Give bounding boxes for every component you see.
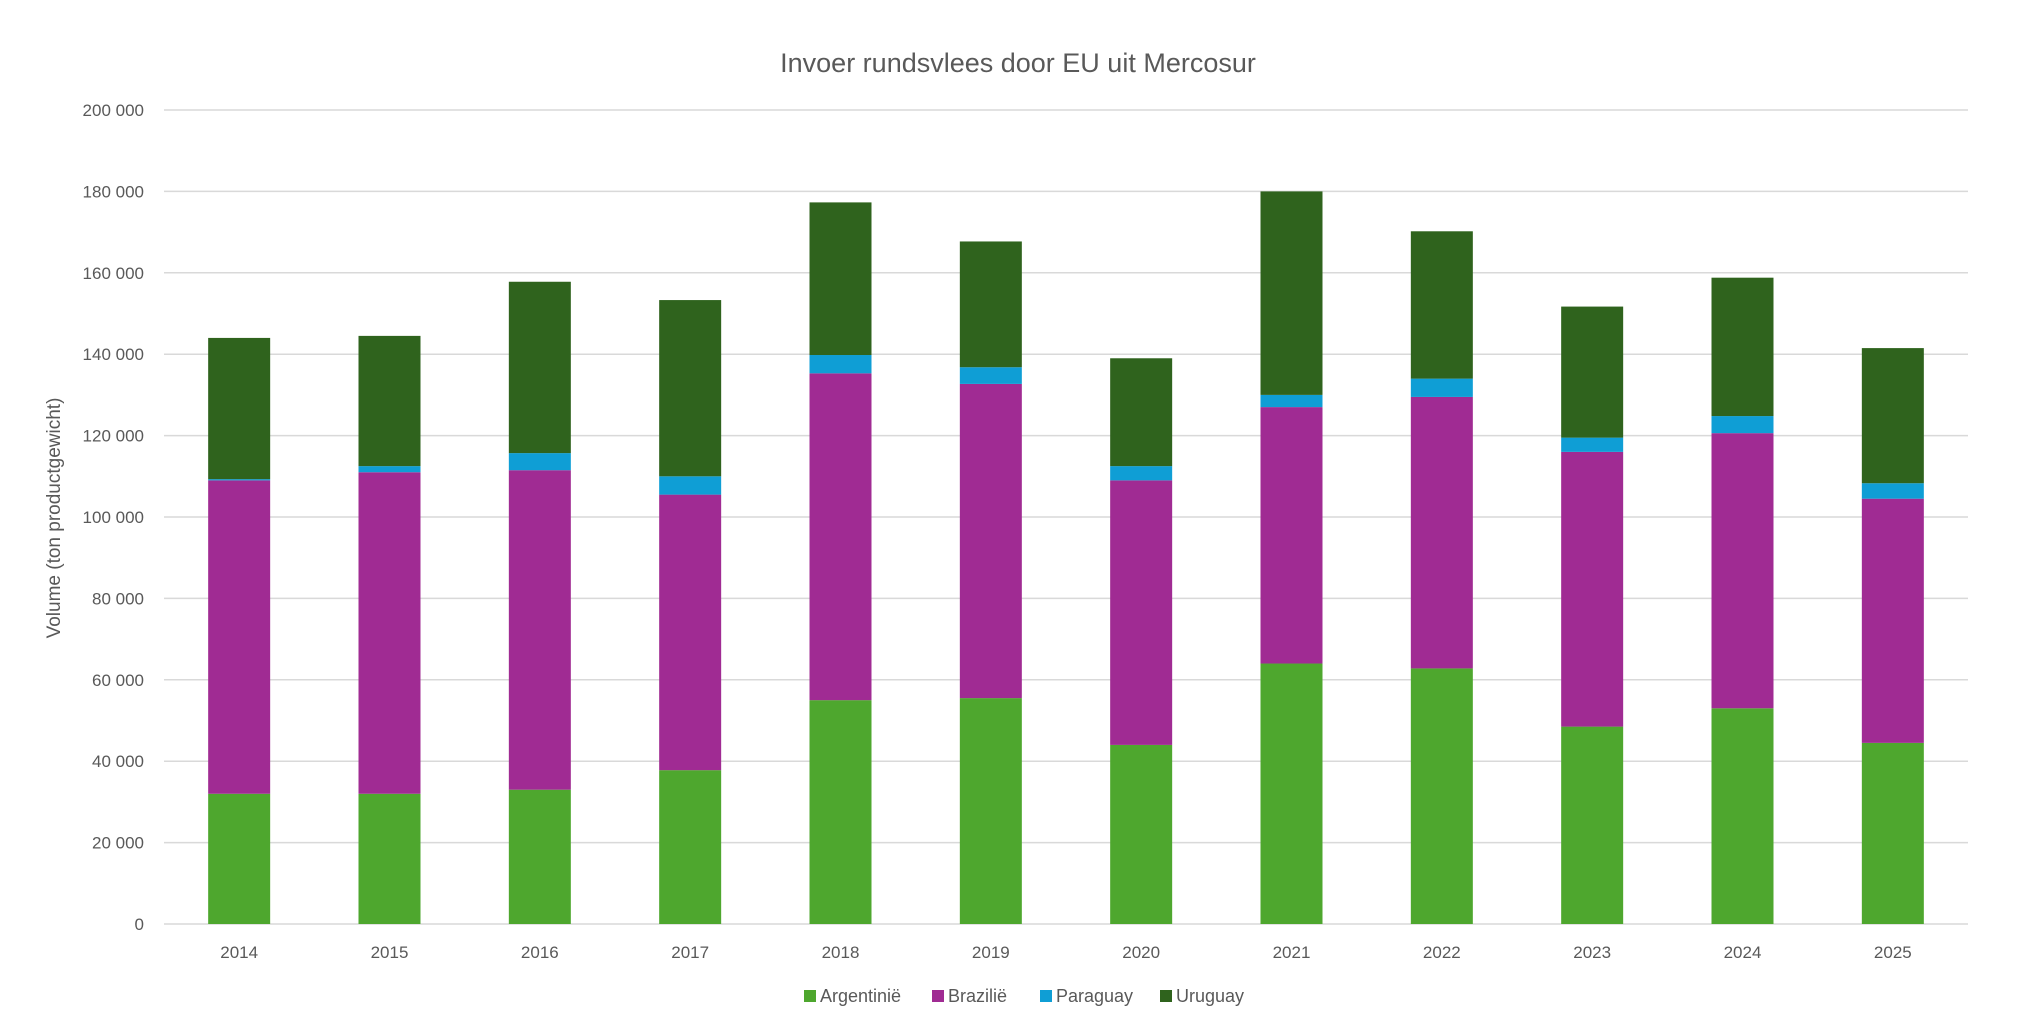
y-tick-label: 0: [135, 915, 144, 934]
bar-segment-uruguay-2020: [1110, 358, 1173, 467]
y-tick-label: 80 000: [92, 589, 144, 608]
x-tick-label: 2020: [1122, 943, 1160, 962]
y-tick-label: 100 000: [83, 508, 144, 527]
legend-swatch: [932, 990, 944, 1002]
y-tick-label: 160 000: [83, 264, 144, 283]
bar-segment-uruguay-2014: [208, 337, 271, 480]
y-tick-label: 60 000: [92, 671, 144, 690]
bar-segment-uruguay-2019: [959, 241, 1022, 368]
bar-segment-paraguay-2021: [1260, 394, 1323, 408]
legend-label: Uruguay: [1176, 986, 1244, 1006]
bar-segment-argentinië-2017: [659, 770, 722, 924]
bar-segment-argentinië-2015: [358, 793, 421, 924]
bar-segment-argentinië-2014: [208, 793, 271, 924]
bar-segment-paraguay-2020: [1110, 466, 1173, 481]
x-tick-label: 2025: [1874, 943, 1912, 962]
bar-segment-uruguay-2018: [809, 202, 872, 356]
bar-segment-argentinië-2018: [809, 700, 872, 924]
bar-segment-uruguay-2022: [1410, 231, 1473, 379]
bar-segment-brazilië-2023: [1561, 451, 1624, 727]
bar-segment-brazilië-2014: [208, 480, 271, 794]
bar-segment-uruguay-2017: [659, 300, 722, 477]
bar-segment-brazilië-2015: [358, 472, 421, 794]
bar-segment-argentinië-2023: [1561, 726, 1624, 924]
x-tick-label: 2021: [1273, 943, 1311, 962]
x-tick-label: 2019: [972, 943, 1010, 962]
bar-segment-paraguay-2014: [208, 479, 271, 481]
y-tick-label: 120 000: [83, 427, 144, 446]
bar-segment-brazilië-2022: [1410, 396, 1473, 669]
bar-segment-uruguay-2023: [1561, 306, 1624, 438]
bar-segment-brazilië-2017: [659, 494, 722, 771]
bar-segment-argentinië-2025: [1861, 742, 1924, 924]
y-axis-label: Volume (ton productgewicht): [44, 398, 65, 639]
y-tick-labels: 0 20 000 40 000 60 000 80 000 100 000 120 000 1…: [83, 101, 144, 934]
x-tick-label: 2022: [1423, 943, 1461, 962]
x-tick-label: 2015: [371, 943, 409, 962]
y-tick-label: 200 000: [83, 101, 144, 120]
bar-segment-brazilië-2019: [959, 383, 1022, 699]
legend: Argentinië Brazilië Paraguay Uruguay: [804, 986, 1244, 1006]
bar-segment-brazilië-2024: [1711, 433, 1774, 709]
bar-segment-paraguay-2025: [1861, 483, 1924, 499]
bar-segment-uruguay-2021: [1260, 191, 1323, 395]
bar-segment-paraguay-2017: [659, 476, 722, 495]
legend-swatch: [1160, 990, 1172, 1002]
x-tick-label: 2017: [671, 943, 709, 962]
bar-segment-paraguay-2019: [959, 367, 1022, 384]
x-tick-label: 2023: [1573, 943, 1611, 962]
legend-label: Argentinië: [820, 986, 901, 1006]
bar-segment-uruguay-2016: [508, 281, 571, 454]
y-tick-label: 140 000: [83, 345, 144, 364]
bar-segment-argentinië-2022: [1410, 668, 1473, 924]
legend-label: Brazilië: [948, 986, 1007, 1006]
bar-segment-argentinië-2016: [508, 789, 571, 924]
chart-title: Invoer rundsvlees door EU uit Mercosur: [780, 48, 1256, 78]
x-tick-label: 2018: [822, 943, 860, 962]
bar-segment-argentinië-2021: [1260, 663, 1323, 924]
bar-segment-uruguay-2025: [1861, 348, 1924, 484]
bar-segment-paraguay-2024: [1711, 416, 1774, 434]
bar-segment-argentinië-2019: [959, 698, 1022, 924]
y-tick-label: 180 000: [83, 182, 144, 201]
bar-segment-brazilië-2021: [1260, 407, 1323, 664]
bar-segment-brazilië-2018: [809, 373, 872, 701]
y-tick-label: 20 000: [92, 834, 144, 853]
legend-swatch: [1040, 990, 1052, 1002]
bar-segment-brazilië-2016: [508, 470, 571, 790]
x-tick-label: 2014: [220, 943, 258, 962]
x-tick-label: 2016: [521, 943, 559, 962]
x-tick-labels: 2014 2015 2016 2017 2018 2019 2020 2021 2022 2023…: [220, 943, 1911, 962]
bar-segment-uruguay-2015: [358, 335, 421, 467]
gridlines: [164, 109, 1968, 925]
bar-segment-uruguay-2024: [1711, 277, 1774, 417]
x-tick-label: 2024: [1724, 943, 1762, 962]
bar-segment-paraguay-2015: [358, 466, 421, 473]
bar-segment-brazilië-2025: [1861, 498, 1924, 743]
bar-segment-paraguay-2016: [508, 453, 571, 471]
legend-swatch: [804, 990, 816, 1002]
bar-segment-paraguay-2018: [809, 355, 872, 374]
legend-label: Paraguay: [1056, 986, 1133, 1006]
bars: [208, 191, 1924, 924]
y-tick-label: 40 000: [92, 752, 144, 771]
bar-segment-paraguay-2023: [1561, 437, 1624, 452]
bar-segment-brazilië-2020: [1110, 480, 1173, 745]
bar-segment-paraguay-2022: [1410, 378, 1473, 397]
bar-segment-argentinië-2020: [1110, 744, 1173, 924]
bar-segment-argentinië-2024: [1711, 708, 1774, 924]
